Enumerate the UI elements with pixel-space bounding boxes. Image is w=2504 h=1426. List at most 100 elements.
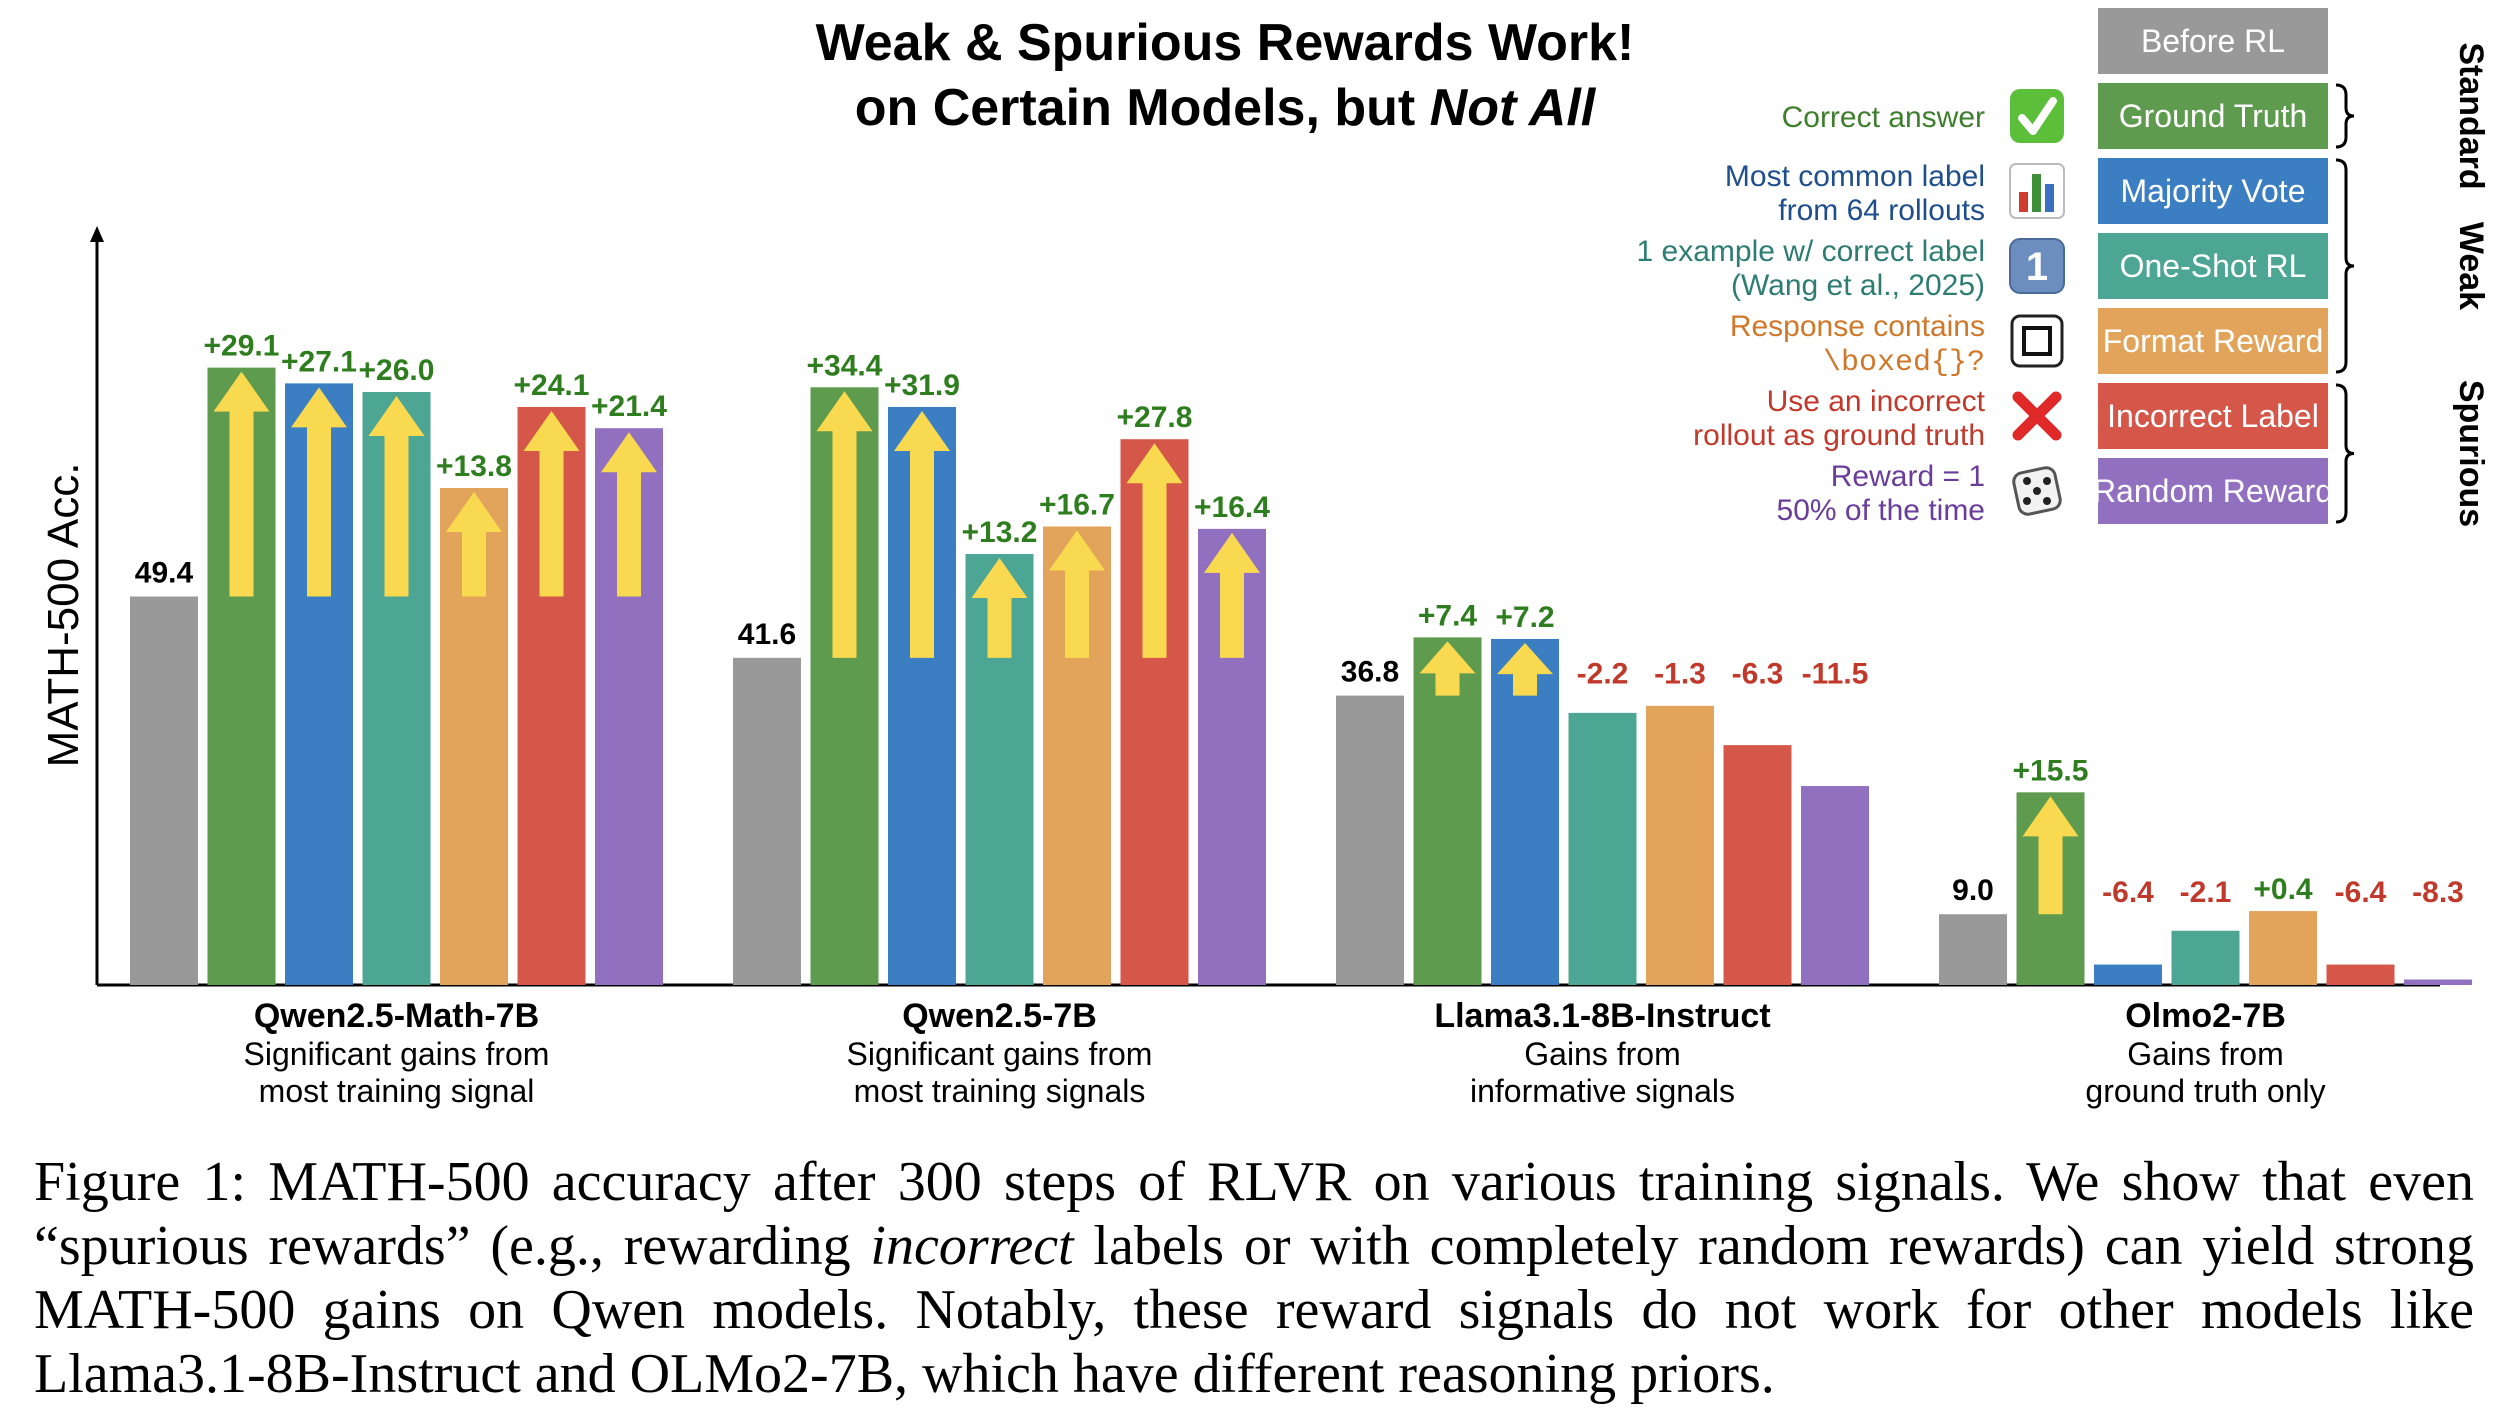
gain-arrow-icon <box>523 410 580 597</box>
data-label-delta: +27.8 <box>1117 401 1193 434</box>
legend-swatch-incorrect-label <box>2098 383 2328 449</box>
legend-swatch-before-rl <box>2098 8 2328 74</box>
gain-arrow-icon <box>213 371 270 597</box>
legend-swatch-one-shot-rl <box>2098 233 2328 299</box>
bar-majority-vote <box>2094 964 2162 985</box>
legend-description: \boxed{}? <box>1823 346 1985 380</box>
legend-description: 1 example w/ correct label <box>1637 235 1986 268</box>
legend-group-label: Weak <box>2452 222 2490 310</box>
x-group-subtitle: informative signals <box>1470 1073 1735 1109</box>
figure-caption: Figure 1: MATH-500 accuracy after 300 st… <box>34 1150 2474 1406</box>
data-label-delta: +15.5 <box>2013 754 2089 787</box>
gain-arrow-icon <box>2022 796 2079 915</box>
legend-entry-incorrect-label: Incorrect Label <box>2107 398 2319 434</box>
legend-swatch-random-reward <box>2098 458 2328 524</box>
legend-description: Most common label <box>1725 160 1985 193</box>
bar-chart-icon-bar <box>2032 174 2041 212</box>
bar-incorrect-label <box>2326 964 2395 985</box>
data-label-delta: +16.7 <box>1039 488 1115 521</box>
data-label-before-rl: 49.4 <box>135 556 194 589</box>
data-label-delta: -6.3 <box>1732 658 1784 691</box>
chart-subtitle-emphasis: Not All <box>1430 79 1597 137</box>
bar-one-shot-rl <box>1568 712 1637 985</box>
chart-subtitle: on Certain Models, but Not All <box>855 79 1597 137</box>
gain-arrow-icon <box>446 491 502 597</box>
square-icon-core <box>2026 330 2048 352</box>
bar-format-reward <box>1646 705 1714 985</box>
dice-icon-pip <box>2023 477 2031 485</box>
keycap-one-icon <box>2009 238 2065 294</box>
legend-entry-random-reward: Random Reward <box>2093 473 2333 509</box>
data-label-delta: +26.0 <box>359 354 435 387</box>
data-label-delta: +21.4 <box>591 390 667 423</box>
bar-incorrect-label <box>1723 745 1792 985</box>
bar-random-reward <box>2404 979 2472 985</box>
dice-icon-pip <box>2043 497 2051 505</box>
legend-description: Use an incorrect <box>1767 385 1986 418</box>
data-label-delta: +29.1 <box>204 330 280 363</box>
legend-swatch-format-reward <box>2098 308 2328 374</box>
legend-entry-one-shot-rl: One-Shot RL <box>2120 248 2307 284</box>
data-label-delta: +13.2 <box>962 516 1038 549</box>
bar-before-rl <box>130 596 198 985</box>
legend-description: Correct answer <box>1782 101 1985 134</box>
caption-text-2: labels or with completely random rewards… <box>34 1215 2474 1405</box>
data-label-delta: +7.2 <box>1495 601 1554 634</box>
legend-description: Reward = 1 <box>1831 460 1985 493</box>
chart: Weak & Spurious Rewards Work! on Certain … <box>39 8 2490 1109</box>
x-group-subtitle: ground truth only <box>2085 1073 2325 1109</box>
x-group-subtitle: Significant gains from <box>847 1036 1153 1072</box>
legend-entry-format-reward: Format Reward <box>2103 323 2324 359</box>
data-label-delta: +31.9 <box>884 369 960 402</box>
dice-icon-pip <box>2033 487 2041 495</box>
bar-before-rl <box>1939 914 2007 985</box>
data-label-delta: +7.4 <box>1418 599 1478 632</box>
x-group-subtitle: most training signals <box>854 1073 1146 1109</box>
x-group-subtitle: Significant gains from <box>244 1036 550 1072</box>
legend-group-label: Standard <box>2452 42 2490 189</box>
dice-icon-pip <box>2043 477 2051 485</box>
data-label-before-rl: 41.6 <box>738 618 796 651</box>
bar-before-rl <box>1336 695 1404 985</box>
gain-arrow-icon <box>816 391 873 658</box>
caption-text-1: Figure 1: MATH-500 accuracy after 300 st… <box>34 1151 2474 1277</box>
gain-arrow-icon <box>1419 641 1476 696</box>
legend-description: rollout as ground truth <box>1693 419 1985 452</box>
bar-chart-icon-bar <box>2019 192 2028 212</box>
x-group-subtitle: Gains from <box>1524 1036 1680 1072</box>
x-tick-label: Olmo2-7B <box>2125 997 2286 1035</box>
bar-before-rl <box>733 657 801 985</box>
legend-description: Response contains <box>1730 310 1985 343</box>
y-axis-arrow-icon <box>90 226 104 242</box>
gain-arrow-icon <box>1204 532 1260 658</box>
bar-chart-icon-bar <box>2045 184 2054 212</box>
gain-arrow-icon <box>291 387 347 597</box>
gain-arrow-icon <box>601 432 657 597</box>
check-mark-icon-glyph <box>2018 97 2057 135</box>
gain-arrow-icon <box>894 410 950 658</box>
chart-subtitle-prefix: on Certain Models, but <box>855 79 1430 137</box>
legend-bracket <box>2335 383 2355 524</box>
bar-one-shot-rl <box>2171 930 2240 985</box>
y-axis-label: MATH-500 Acc. <box>39 463 88 768</box>
x-tick-label: Qwen2.5-7B <box>902 997 1097 1035</box>
keycap-one-icon-glyph: 1 <box>2026 245 2048 289</box>
gain-arrow-icon <box>1497 642 1553 696</box>
bar-format-reward <box>2249 911 2317 985</box>
data-label-delta: -2.1 <box>2180 876 2232 909</box>
legend-description: (Wang et al., 2025) <box>1731 269 1985 302</box>
dice-icon-pip <box>2023 497 2031 505</box>
data-label-delta: +16.4 <box>1194 491 1270 524</box>
chart-title: Weak & Spurious Rewards Work! <box>816 14 1635 72</box>
legend-entry-ground-truth: Ground Truth <box>2119 98 2308 134</box>
bar-random-reward <box>1801 786 1869 985</box>
legend-description: 50% of the time <box>1777 494 1985 527</box>
x-tick-label: Qwen2.5-Math-7B <box>254 997 539 1035</box>
data-label-delta: +13.8 <box>436 450 512 483</box>
data-label-delta: +24.1 <box>514 369 590 402</box>
check-mark-icon <box>2010 89 2064 143</box>
legend-description: from 64 rollouts <box>1778 194 1985 227</box>
data-label-delta: +0.4 <box>2253 873 2313 906</box>
data-label-before-rl: 36.8 <box>1341 656 1399 689</box>
data-label-before-rl: 9.0 <box>1952 874 1994 907</box>
